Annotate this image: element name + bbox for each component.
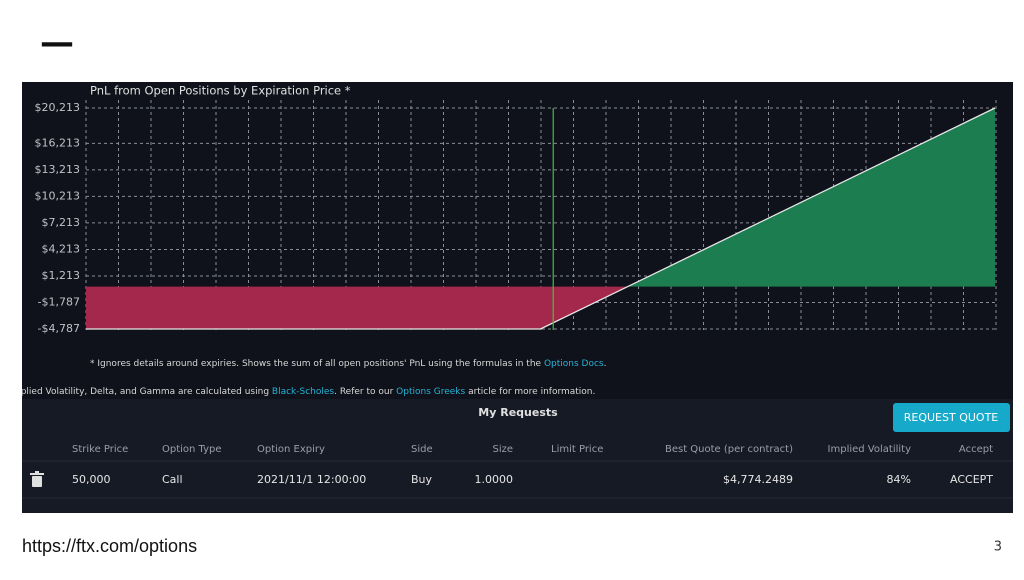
footer-url: https://ftx.com/options: [22, 536, 197, 556]
link[interactable]: Options Docs: [544, 359, 604, 369]
cell: 50,000: [72, 473, 111, 486]
request-quote-button[interactable]: [893, 403, 1010, 432]
trash-icon[interactable]: [30, 471, 44, 487]
cell: 84%: [887, 473, 911, 486]
requests-title: My Requests: [478, 406, 558, 419]
cell: 1.0000: [475, 473, 514, 486]
link[interactable]: Options Greeks: [396, 387, 465, 397]
plot: $20,213 $16,213 $13,213 $10,213 $7,213 $4,213…: [35, 100, 997, 335]
slide-mark: —: [40, 23, 74, 63]
column-header: Size: [492, 444, 513, 455]
y-tick-label: $20,213: [35, 101, 81, 114]
footnote: * Ignores details around expiries. Shows…: [90, 359, 606, 369]
cell: 2021/11/1 12:00:00: [257, 473, 366, 486]
column-header: Option Type: [162, 444, 222, 455]
column-header: Accept: [959, 444, 993, 455]
loss-area: [86, 286, 995, 329]
cell: Call: [162, 473, 183, 486]
y-tick-label: $13,213: [35, 163, 81, 176]
y-tick-label: -$4,787: [38, 322, 80, 335]
y-tick-label: $1,213: [42, 269, 81, 282]
y-tick-label: $7,213: [42, 216, 81, 229]
note-text: nplied Volatility, Delta, and Gamma are …: [15, 387, 272, 397]
accept-button[interactable]: ACCEPT: [950, 473, 993, 486]
column-header: Limit Price: [551, 444, 603, 455]
note-text: . Refer to our: [334, 387, 396, 397]
note-text: article for more information.: [465, 387, 595, 397]
column-header: Option Expiry: [257, 444, 325, 455]
request-quote-label[interactable]: REQUEST QUOTE: [904, 411, 999, 424]
table-panel: [22, 399, 1013, 513]
y-tick-label: $10,213: [35, 189, 81, 202]
note-text: .: [604, 359, 607, 369]
column-header: Best Quote (per contract): [665, 444, 793, 455]
pnl-line: [86, 107, 996, 330]
y-tick-label: -$1,787: [38, 295, 80, 308]
column-header: Implied Volatility: [828, 444, 912, 455]
cell: $4,774.2489: [723, 473, 793, 486]
column-header: Strike Price: [72, 444, 128, 455]
page-number: 3: [994, 540, 1002, 555]
link[interactable]: Black-Scholes: [272, 387, 335, 397]
column-header: Side: [411, 444, 433, 455]
cell: Buy: [411, 473, 433, 486]
y-tick-label: $16,213: [35, 136, 81, 149]
profit-area: [86, 108, 995, 287]
chart-title: PnL from Open Positions by Expiration Pr…: [90, 84, 351, 98]
y-tick-label: $4,213: [42, 242, 81, 255]
greeks-note: nplied Volatility, Delta, and Gamma are …: [15, 387, 595, 397]
note-text: * Ignores details around expiries. Shows…: [90, 359, 544, 369]
